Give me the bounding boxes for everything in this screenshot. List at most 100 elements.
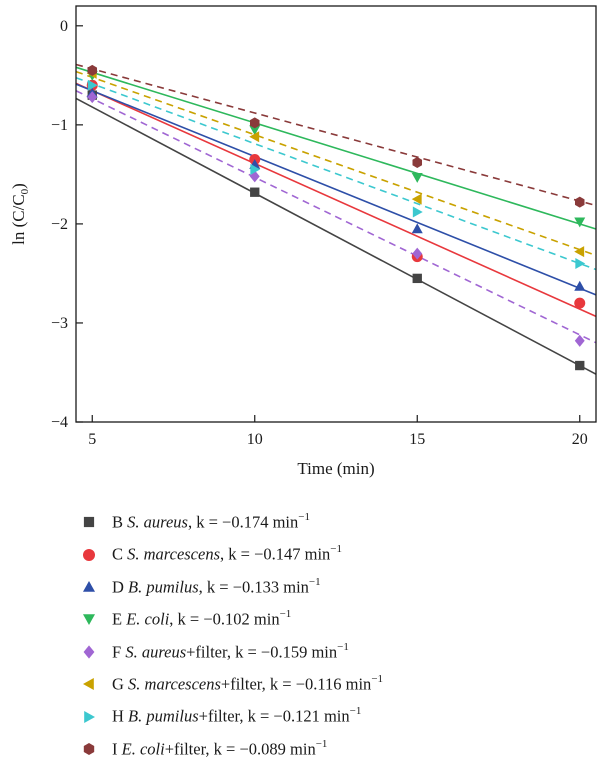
legend-exponent: −1 [315, 737, 328, 750]
legend-organism: B. pumilus [128, 577, 199, 597]
data-point-G [574, 246, 585, 258]
y-axis-label-subscript: 0 [19, 188, 31, 194]
legend-marker-shape [83, 517, 95, 528]
x-axis-ticks: 5 10 15 20 [88, 415, 588, 448]
fit-line-B [75, 97, 597, 375]
legend-organism: S. aureus [127, 512, 188, 532]
legend-label: F S. aureus+filter, k = −0.159 min−1 [112, 640, 349, 663]
legend-letter: D [112, 577, 129, 597]
legend-marker-shape [84, 710, 95, 723]
legend-exponent: −1 [371, 672, 384, 685]
data-point-D [411, 223, 423, 234]
legend-marker-triangle-right [84, 710, 95, 723]
legend-exponent: −1 [349, 705, 362, 718]
data-point-I [249, 117, 260, 129]
y-axis-label: ln (C/C0) [9, 183, 31, 245]
legend-item-D: D B. pumilus, k = −0.133 min−1 [76, 571, 586, 603]
data-point-I [87, 64, 98, 76]
y-tick-label: −2 [51, 216, 68, 233]
x-tick-label: 15 [409, 431, 425, 448]
data-point-H [87, 79, 98, 91]
legend-marker-diamond [83, 645, 95, 659]
data-point-I [412, 156, 423, 168]
legend-item-G: G S. marcescens+filter, k = −0.116 min−1 [76, 668, 586, 700]
plot-frame [75, 5, 597, 423]
legend-label: H B. pumilus+filter, k = −0.121 min−1 [112, 705, 362, 727]
legend-label: I E. coli+filter, k = −0.089 min−1 [112, 737, 328, 760]
data-point-C [574, 297, 586, 309]
legend: B S. aureus, k = −0.174 min−1 C S. marces… [76, 506, 586, 765]
legend-letter: I [112, 739, 122, 759]
legend-marker-triangle-up [83, 580, 95, 592]
legend-marker-square [83, 517, 95, 528]
legend-label: D B. pumilus, k = −0.133 min−1 [112, 576, 321, 598]
legend-marker-shape [83, 580, 95, 592]
legend-item-E: E E. coli, k = −0.102 min−1 [76, 603, 586, 635]
fit-lines [75, 63, 597, 375]
legend-rate: , k = −0.159 min [226, 642, 338, 661]
legend-organism: S. marcescens [127, 544, 221, 564]
x-tick-label: 20 [572, 431, 588, 448]
legend-marker-triangle-left [83, 678, 94, 691]
legend-suffix: +filter [186, 642, 227, 661]
y-tick-label: −4 [51, 414, 68, 431]
legend-rate: , k = −0.174 min [187, 512, 299, 532]
data-point-B [575, 360, 585, 371]
y-axis-label-end: ) [9, 183, 28, 189]
fit-line-F [75, 90, 597, 344]
legend-marker-shape [83, 614, 95, 626]
legend-label: E E. coli, k = −0.102 min−1 [112, 608, 292, 630]
x-tick-label: 10 [247, 431, 263, 448]
data-point-B [250, 187, 260, 197]
data-point-H [412, 206, 423, 218]
legend-letter: B [112, 512, 128, 532]
legend-organism: E. coli [126, 609, 170, 629]
legend-organism: B. pumilus [128, 706, 199, 726]
legend-letter: C [112, 544, 128, 564]
data-point-H [575, 258, 586, 270]
legend-item-H: H B. pumilus+filter, k = −0.121 min−1 [76, 700, 586, 732]
data-point-F [87, 91, 98, 104]
legend-label: G S. marcescens+filter, k = −0.116 min−1 [112, 672, 384, 695]
legend-exponent: −1 [279, 608, 292, 621]
legend-organism: S. marcescens [128, 674, 221, 694]
legend-marker-shape [83, 742, 95, 755]
legend-marker-shape [83, 678, 94, 691]
data-point-I [574, 196, 585, 208]
legend-organism: E. coli [121, 739, 165, 759]
legend-item-I: I E. coli+filter, k = −0.089 min−1 [76, 733, 586, 765]
legend-item-B: B S. aureus, k = −0.174 min−1 [76, 506, 586, 538]
data-point-G [249, 131, 260, 143]
data-point-E [249, 125, 261, 136]
fit-line-G [75, 70, 597, 257]
chart: 5 10 15 20 0−1−2−3−4 Time (min) ln (C/C0) [9, 5, 597, 478]
data-point-E [574, 217, 586, 228]
data-point-D [574, 280, 586, 291]
data-points [86, 64, 586, 371]
legend-suffix: +filter [164, 739, 206, 759]
legend-marker-triangle-down [83, 614, 95, 626]
fit-line-C [75, 82, 597, 318]
y-tick-label: 0 [60, 18, 68, 35]
y-axis-label-main: ln (C/C [9, 194, 28, 245]
legend-item-C: C S. marcescens, k = −0.147 min−1 [76, 538, 586, 570]
x-tick-label: 5 [88, 431, 96, 448]
data-point-H [250, 163, 261, 175]
x-axis-label: Time (min) [297, 459, 374, 478]
legend-marker-hexagon [83, 742, 95, 755]
y-tick-label: −3 [51, 315, 68, 332]
legend-rate: , k = −0.116 min [261, 674, 372, 694]
legend-suffix: +filter [198, 706, 240, 726]
legend-rate: , k = −0.121 min [239, 706, 350, 726]
data-point-E [411, 172, 423, 183]
y-axis-ticks: 0 −1 −2 −3 −4 [51, 18, 83, 431]
legend-suffix: +filter [220, 674, 262, 694]
legend-rate: , k = −0.147 min [220, 544, 331, 564]
legend-label: B S. aureus, k = −0.174 min−1 [112, 511, 310, 533]
legend-label: C S. marcescens, k = −0.147 min−1 [112, 543, 342, 565]
legend-letter: H [112, 706, 129, 726]
legend-exponent: −1 [337, 640, 349, 653]
y-tick-label: −1 [51, 117, 68, 134]
legend-rate: , k = −0.089 min [205, 739, 316, 759]
legend-item-F: F S. aureus+filter, k = −0.159 min−1 [76, 636, 586, 668]
